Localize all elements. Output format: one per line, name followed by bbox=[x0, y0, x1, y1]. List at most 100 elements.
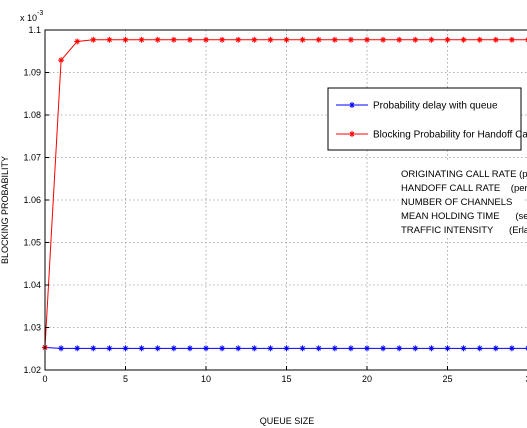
data-point-queue bbox=[331, 345, 338, 352]
data-point-handoff bbox=[122, 36, 129, 43]
marker-stroke bbox=[396, 37, 402, 43]
data-point-queue bbox=[235, 345, 242, 352]
legend-marker-handoff bbox=[349, 131, 355, 137]
data-point-queue bbox=[283, 345, 290, 352]
marker-stroke bbox=[349, 102, 355, 108]
marker-stroke bbox=[235, 37, 241, 43]
data-point-handoff bbox=[396, 36, 403, 43]
parameters-box: ORIGINATING CALL RATE (per sec) : 0.0172… bbox=[398, 160, 527, 238]
param-mean-holding-time: MEAN HOLDING TIME (sec) : 49.85 bbox=[401, 211, 527, 222]
marker-stroke bbox=[107, 37, 112, 43]
data-point-queue bbox=[58, 345, 65, 352]
data-point-handoff bbox=[347, 36, 354, 43]
data-point-queue bbox=[460, 345, 467, 352]
marker-stroke bbox=[123, 345, 128, 351]
data-point-handoff bbox=[74, 38, 81, 45]
marker-stroke bbox=[251, 37, 257, 43]
marker-stroke bbox=[332, 37, 338, 43]
marker-stroke bbox=[74, 39, 80, 44]
data-point-queue bbox=[186, 345, 193, 352]
data-point-queue bbox=[122, 345, 129, 352]
data-point-handoff bbox=[283, 36, 290, 43]
marker-stroke bbox=[171, 37, 177, 43]
data-point-queue bbox=[428, 345, 435, 352]
legend-box bbox=[327, 87, 522, 151]
legend-label-queue: Probability delay with queue bbox=[373, 101, 498, 112]
marker-stroke bbox=[445, 345, 450, 351]
marker-stroke bbox=[187, 345, 193, 351]
y-tick-label: 1.02 bbox=[23, 365, 41, 375]
x-tick-label: 3 bbox=[525, 374, 527, 384]
data-point-handoff bbox=[154, 36, 161, 43]
legend-marker-queue bbox=[349, 102, 355, 108]
data-point-handoff bbox=[299, 36, 306, 43]
data-point-queue bbox=[219, 345, 226, 352]
marker-stroke bbox=[364, 345, 370, 351]
data-point-queue bbox=[396, 345, 403, 352]
data-point-queue bbox=[90, 345, 97, 352]
marker-stroke bbox=[58, 57, 64, 63]
data-point-handoff bbox=[315, 36, 322, 43]
legend: Probability delay with queue Blocking Pr… bbox=[327, 87, 527, 151]
y-tick-label: 1.08 bbox=[23, 110, 41, 120]
data-point-queue bbox=[347, 345, 354, 352]
marker-stroke bbox=[155, 345, 161, 351]
marker-stroke bbox=[477, 345, 483, 351]
y-multiplier: x 10 bbox=[20, 13, 37, 23]
x-tick-label: 10 bbox=[201, 374, 211, 384]
y-exponent: -3 bbox=[37, 10, 43, 17]
data-point-handoff bbox=[364, 36, 370, 43]
data-point-queue bbox=[251, 345, 258, 352]
plot-series bbox=[42, 36, 527, 352]
marker-stroke bbox=[509, 345, 515, 351]
marker-stroke bbox=[380, 37, 386, 43]
marker-stroke bbox=[268, 37, 273, 43]
marker-stroke bbox=[74, 345, 80, 351]
data-point-handoff bbox=[492, 36, 499, 43]
marker-stroke bbox=[396, 345, 402, 351]
data-point-handoff bbox=[186, 36, 193, 43]
data-point-handoff bbox=[476, 36, 483, 43]
data-point-queue bbox=[170, 345, 177, 352]
data-point-queue bbox=[203, 345, 209, 352]
marker-stroke bbox=[316, 345, 322, 351]
data-point-handoff bbox=[219, 36, 226, 43]
marker-stroke bbox=[348, 345, 354, 351]
legend-marker-star bbox=[349, 102, 355, 108]
y-tick-label: 1.04 bbox=[23, 280, 41, 290]
marker-stroke bbox=[171, 345, 177, 351]
data-point-queue bbox=[476, 345, 483, 352]
y-tick-label: 1.09 bbox=[23, 68, 41, 78]
marker-stroke bbox=[300, 345, 305, 351]
marker-stroke bbox=[461, 345, 466, 351]
marker-stroke bbox=[187, 37, 193, 43]
data-point-queue bbox=[412, 345, 419, 352]
y-tick-label: 1.05 bbox=[23, 238, 41, 248]
marker-stroke bbox=[461, 37, 466, 43]
parameters-box-frame bbox=[398, 160, 524, 238]
y-axis-label: BLOCKING PROBABILITY bbox=[0, 156, 10, 264]
data-point-queue bbox=[315, 345, 322, 352]
data-point-handoff bbox=[412, 36, 419, 43]
marker-stroke bbox=[268, 345, 273, 351]
data-point-handoff bbox=[428, 36, 435, 43]
data-point-handoff bbox=[508, 36, 515, 43]
marker-stroke bbox=[90, 37, 96, 43]
param-handoff-call-rate: HANDOFF CALL RATE (per sec) : 0.08 bbox=[401, 183, 527, 194]
data-point-queue bbox=[492, 345, 499, 352]
marker-stroke bbox=[235, 345, 241, 351]
data-point-handoff bbox=[331, 36, 338, 43]
marker-stroke bbox=[139, 37, 144, 43]
marker-stroke bbox=[380, 345, 386, 351]
data-point-queue bbox=[508, 345, 515, 352]
param-originating-call-rate: ORIGINATING CALL RATE (per sec) : 0.0172 bbox=[401, 169, 527, 180]
marker-stroke bbox=[348, 37, 354, 43]
marker-stroke bbox=[349, 131, 355, 137]
y-tick-label: 1.1 bbox=[28, 25, 41, 35]
legend-label-handoff: Blocking Probability for Handoff Call bbox=[373, 130, 527, 141]
marker-stroke bbox=[284, 37, 289, 43]
marker-stroke bbox=[203, 345, 209, 351]
data-point-handoff bbox=[170, 36, 177, 43]
data-point-queue bbox=[106, 345, 113, 352]
